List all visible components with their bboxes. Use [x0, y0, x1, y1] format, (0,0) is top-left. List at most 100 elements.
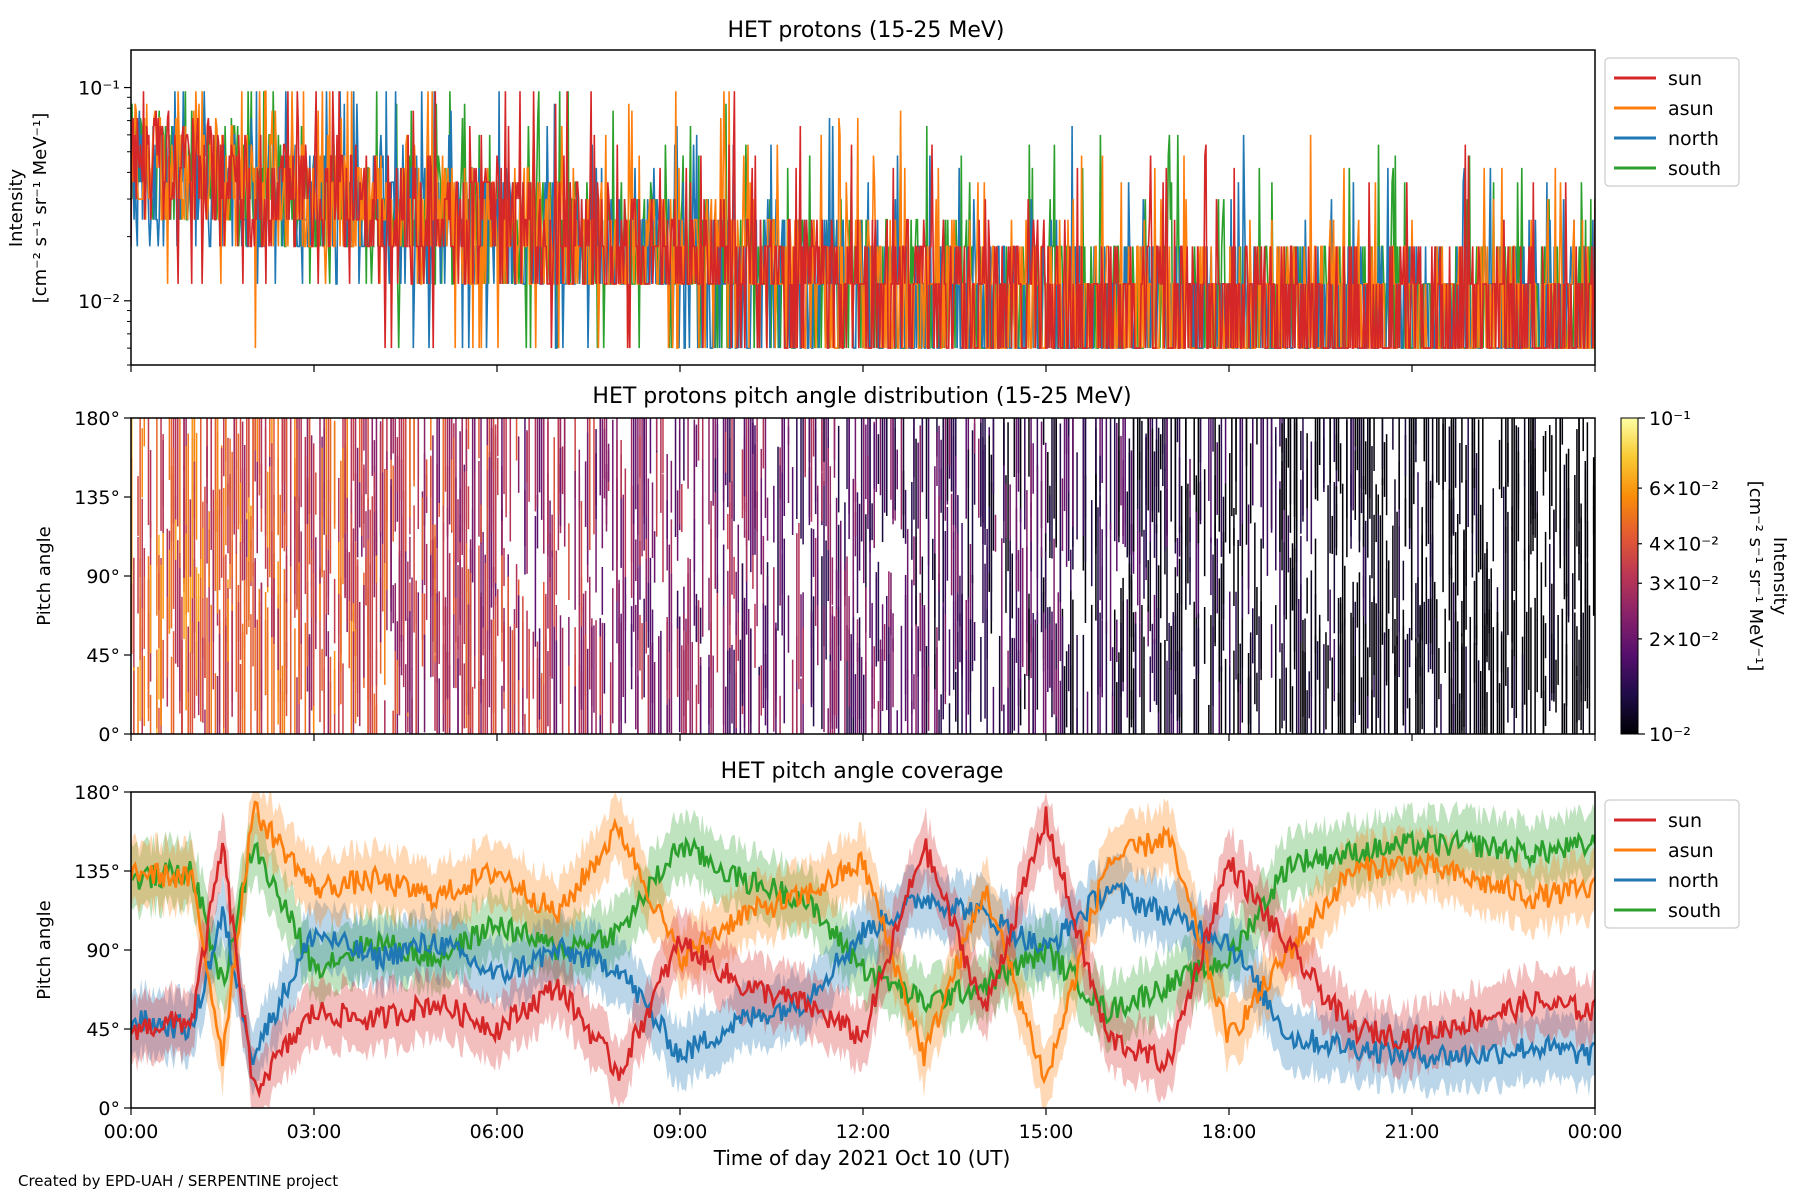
heatmap-cell	[618, 579, 620, 734]
heatmap-cell	[1208, 418, 1210, 501]
heatmap-cell	[486, 418, 489, 446]
heatmap-cell	[390, 479, 392, 612]
heatmap-cell	[260, 582, 263, 711]
heatmap-cell	[300, 531, 302, 645]
heatmap-cell	[835, 497, 838, 617]
heatmap-cell	[934, 466, 936, 618]
heatmap-cell	[1109, 522, 1112, 661]
legend-label-north: north	[1668, 870, 1719, 892]
heatmap-cell	[1189, 458, 1191, 498]
heatmap-cell	[747, 637, 750, 734]
heatmap-cell	[1055, 418, 1057, 548]
heatmap-cell	[844, 502, 846, 597]
heatmap-cell	[1143, 636, 1145, 734]
heatmap-cell	[1036, 611, 1039, 710]
heatmap-cell	[578, 476, 581, 606]
heatmap-cell	[1465, 646, 1467, 734]
heatmap-cell	[266, 471, 269, 593]
heatmap-cell	[1028, 680, 1030, 734]
heatmap-cell	[1511, 526, 1513, 709]
heatmap-cell	[1147, 605, 1149, 647]
heatmap-cell	[298, 418, 300, 563]
heatmap-cell	[350, 418, 353, 528]
heatmap-cell	[927, 418, 930, 566]
heatmap-cell	[195, 567, 198, 680]
heatmap-cell	[1059, 680, 1062, 734]
heatmap-cell	[574, 418, 576, 499]
heatmap-cell	[1339, 597, 1342, 634]
heatmap-cell	[1354, 450, 1356, 520]
heatmap-cell	[1099, 495, 1101, 601]
heatmap-cell	[271, 443, 273, 597]
heatmap-cell	[1132, 668, 1135, 734]
heatmap-cell	[300, 628, 302, 700]
heatmap-cell	[365, 557, 367, 606]
heatmap-cell	[310, 435, 313, 587]
heatmap-cell	[490, 418, 493, 532]
heatmap-cell	[283, 512, 286, 552]
heatmap-cell	[921, 418, 924, 492]
heatmap-cell	[319, 418, 321, 584]
heatmap-cell	[1367, 418, 1369, 558]
heatmap-cell	[837, 425, 840, 513]
heatmap-cell	[743, 597, 746, 734]
heatmap-cell	[816, 546, 819, 606]
heatmap-cell	[310, 549, 313, 617]
heatmap-cell	[235, 552, 238, 692]
heatmap-cell	[511, 630, 514, 734]
heatmap-cell	[444, 418, 447, 492]
heatmap-cell	[965, 600, 967, 698]
heatmap-cell	[1375, 603, 1377, 734]
heatmap-cell	[1574, 475, 1576, 610]
heatmap-cell	[1049, 623, 1051, 687]
heatmap-cell	[281, 665, 284, 734]
heatmap-cell	[1410, 458, 1413, 593]
heatmap-cell	[1456, 514, 1459, 596]
heatmap-cell	[1032, 443, 1034, 494]
heatmap-cell	[1030, 444, 1032, 542]
heatmap-cell	[1099, 418, 1101, 492]
heatmap-cell	[486, 469, 489, 639]
heatmap-cell	[1233, 650, 1235, 734]
x-tick-label: 18:00	[1202, 1121, 1257, 1143]
heatmap-cell	[837, 606, 840, 734]
heatmap-cell	[141, 498, 143, 608]
y-tick-label: 90°	[86, 566, 120, 588]
heatmap-cell	[547, 418, 549, 544]
heatmap-cell	[1398, 418, 1400, 510]
heatmap-cell	[223, 418, 225, 477]
series-asun-line	[131, 800, 1595, 1085]
heatmap-cell	[348, 552, 351, 601]
heatmap-cell	[492, 425, 495, 588]
heatmap-cell	[524, 418, 526, 575]
heatmap-cell	[1185, 487, 1187, 610]
heatmap-cell	[950, 418, 953, 491]
heatmap-cell	[1548, 543, 1551, 711]
heatmap-cell	[1042, 612, 1045, 734]
heatmap-cell	[714, 418, 717, 465]
heatmap-cell	[555, 640, 558, 734]
heatmap-cell	[1567, 501, 1570, 623]
heatmap-cell	[574, 627, 576, 731]
heatmap-cell	[227, 437, 229, 506]
heatmap-cell	[1128, 563, 1131, 734]
heatmap-cell	[1047, 638, 1049, 692]
heatmap-cell	[800, 418, 802, 539]
heatmap-cell	[593, 418, 595, 535]
heatmap-cell	[1367, 647, 1369, 696]
heatmap-cell	[1415, 656, 1417, 734]
heatmap-cell	[1139, 532, 1141, 623]
heatmap-cell	[450, 459, 453, 530]
heatmap-cell	[676, 490, 679, 561]
heatmap-cell	[1448, 426, 1451, 537]
heatmap-cell	[1141, 605, 1143, 734]
heatmap-cell	[1051, 418, 1053, 559]
heatmap-cell	[812, 596, 815, 727]
heatmap-cell	[1130, 524, 1133, 607]
heatmap-cell	[333, 422, 336, 524]
heatmap-cell	[1153, 594, 1156, 644]
heatmap-cell	[783, 538, 786, 724]
heatmap-cell	[1490, 670, 1492, 734]
heatmap-cell	[131, 457, 133, 571]
